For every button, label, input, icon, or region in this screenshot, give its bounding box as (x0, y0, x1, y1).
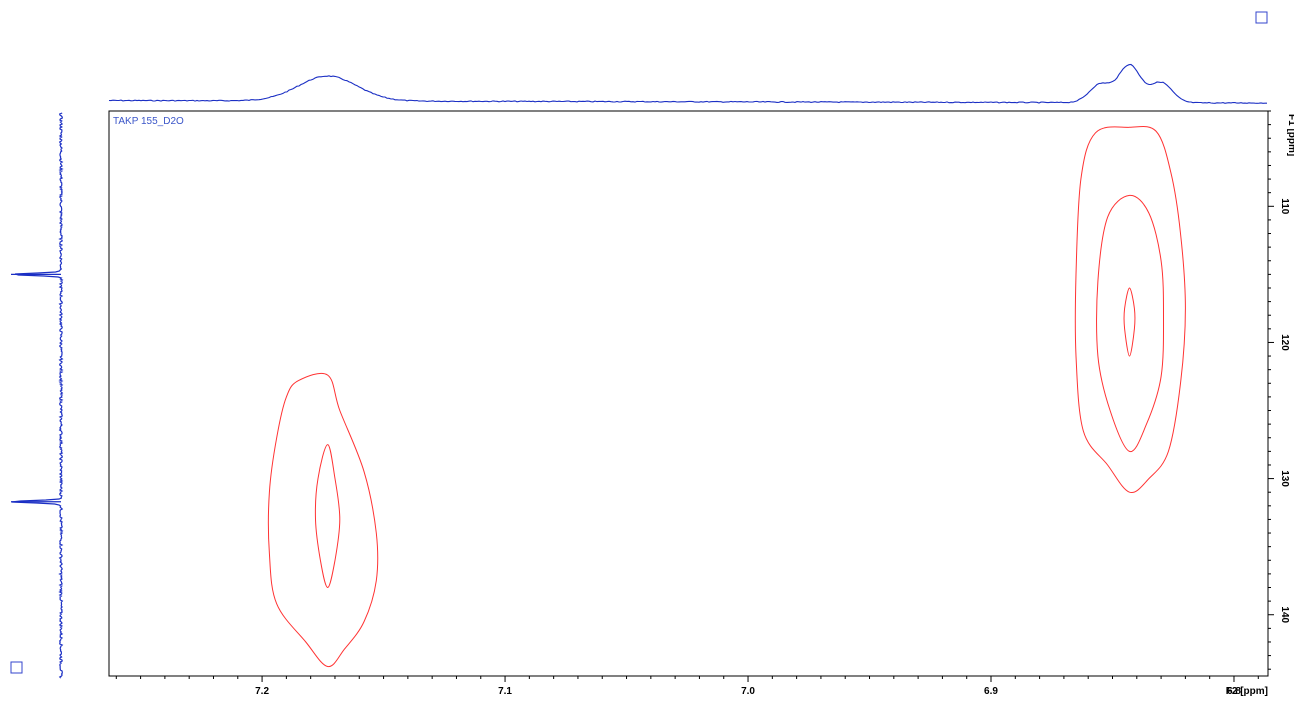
x-tick-label: 7.2 (255, 686, 269, 697)
cross-peak-1-contour-1 (267, 372, 379, 668)
f2-axis: 7.2 7.1 7.0 6.9 6.8 (115, 676, 1259, 697)
top-right-marker[interactable] (1255, 11, 1268, 24)
y-tick-label: 140 (1279, 606, 1290, 623)
cross-peak-2-contour-2 (1096, 194, 1165, 452)
plot-frame (108, 110, 1269, 677)
f1-projection-trace (11, 112, 64, 679)
x-tick-label: 6.9 (984, 686, 998, 697)
cross-peak-1-contour-2 (314, 444, 341, 589)
cross-peak-2-contour-1 (1074, 125, 1186, 494)
f1-axis-label: F1 [ppm] (1286, 114, 1294, 156)
x-tick-label: 6.8 (1227, 686, 1241, 697)
dataset-label: TAKP 155_D2O (113, 116, 184, 127)
bottom-left-marker[interactable] (10, 661, 23, 674)
cross-peak-2-contour-3 (1123, 287, 1136, 357)
f2-projection-trace (108, 63, 1267, 104)
f2-axis-label: F2 [ppm] (1226, 686, 1268, 697)
x-tick-label: 7.0 (741, 686, 755, 697)
y-tick-label: 110 (1279, 198, 1290, 215)
f1-axis: 110 120 130 140 (1268, 110, 1290, 670)
y-tick-label: 120 (1279, 334, 1290, 351)
y-tick-label: 130 (1279, 470, 1290, 487)
x-tick-label: 7.1 (498, 686, 512, 697)
contour-layer (267, 125, 1186, 668)
